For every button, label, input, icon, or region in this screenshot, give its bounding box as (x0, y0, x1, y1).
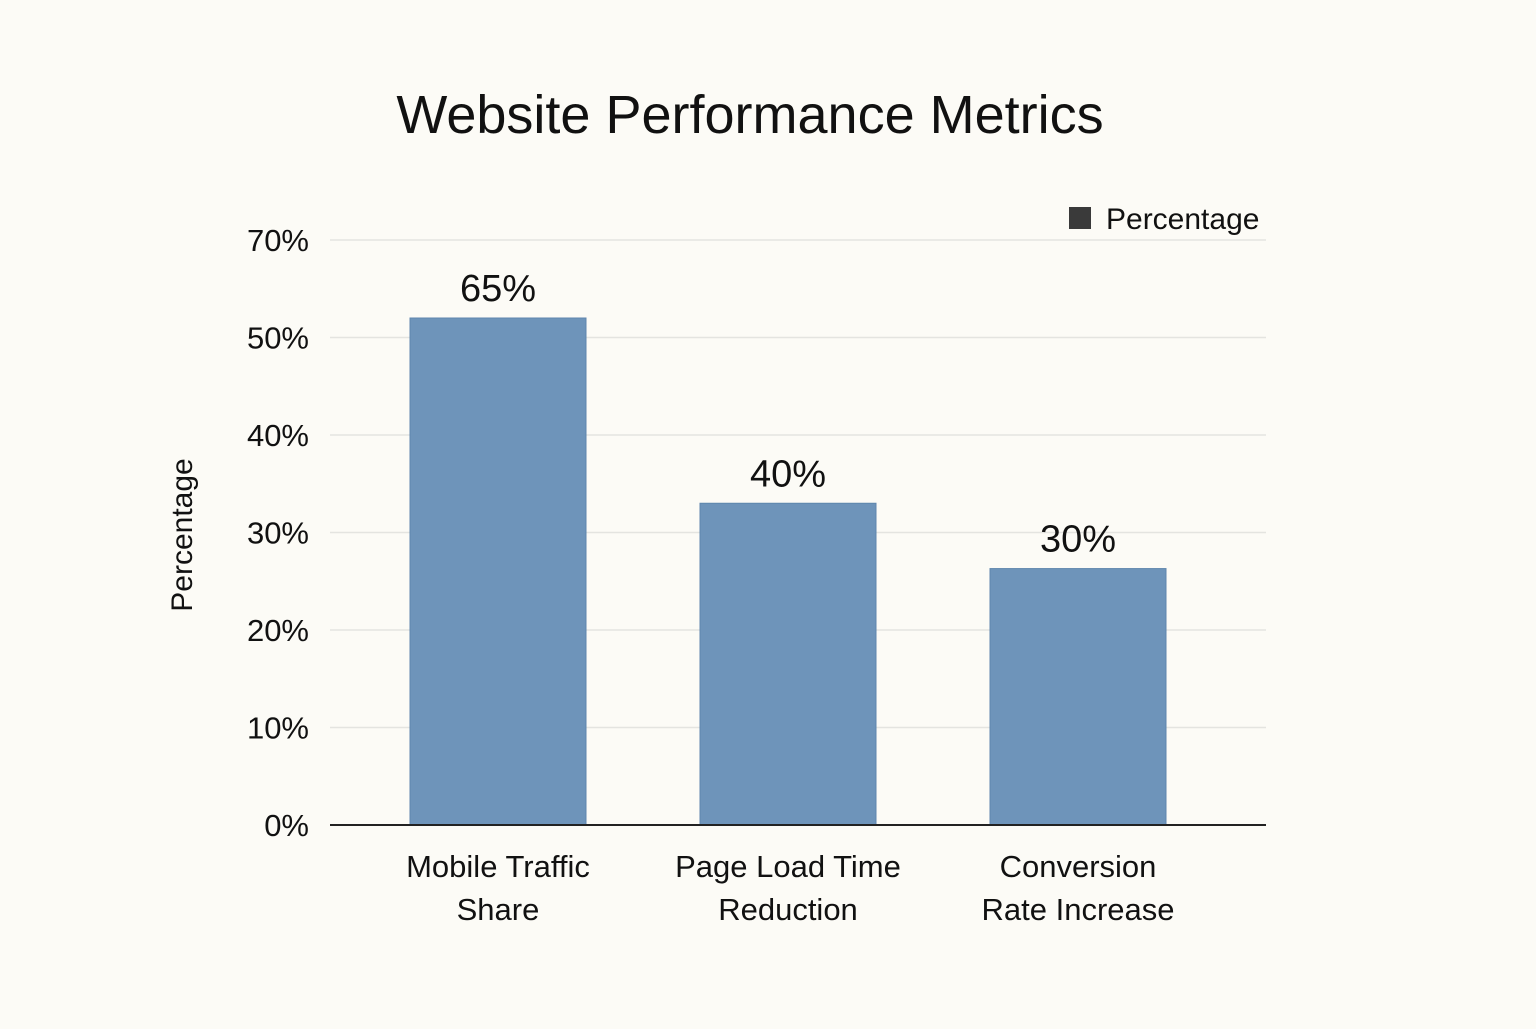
bar (409, 317, 587, 826)
y-tick-label: 10% (247, 711, 309, 746)
bar-value-label: 65% (460, 268, 536, 310)
y-tick-label: 40% (247, 418, 309, 453)
x-category-label: Page Load Time Reduction (675, 849, 901, 927)
y-tick-label: 30% (247, 516, 309, 551)
y-tick-label: 0% (264, 808, 309, 843)
bar (989, 568, 1167, 826)
y-tick-label: 70% (247, 223, 309, 258)
legend-swatch (1069, 207, 1091, 229)
bar (699, 502, 877, 826)
x-category-label: Conversion Rate Increase (982, 849, 1175, 927)
bar-value-label: 30% (1040, 519, 1116, 561)
x-category-label: Mobile Traffic Share (406, 849, 590, 927)
y-axis-label: Percentage (166, 458, 199, 611)
legend: Percentage (1069, 203, 1259, 236)
bar-value-label: 40% (750, 453, 826, 495)
bars (409, 317, 1167, 826)
y-tick-label: 20% (247, 613, 309, 648)
labels: 0% 10% 20% 30% 40% 50% 70% 65% Mobile Traffic Sha… (247, 223, 1175, 927)
legend-label: Percentage (1106, 203, 1259, 236)
chart-title: Website Performance Metrics (396, 85, 1103, 145)
y-tick-label: 50% (247, 321, 309, 356)
